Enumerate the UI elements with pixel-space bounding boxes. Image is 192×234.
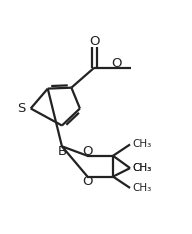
Text: B: B [57, 145, 66, 158]
Text: CH₃: CH₃ [132, 183, 151, 193]
Text: CH₃: CH₃ [132, 139, 151, 150]
Text: CH₃: CH₃ [132, 163, 151, 173]
Text: CH₃: CH₃ [132, 163, 151, 173]
Text: O: O [112, 57, 122, 69]
Text: O: O [89, 35, 99, 48]
Text: O: O [82, 145, 93, 157]
Text: O: O [82, 175, 93, 188]
Text: S: S [17, 102, 26, 115]
